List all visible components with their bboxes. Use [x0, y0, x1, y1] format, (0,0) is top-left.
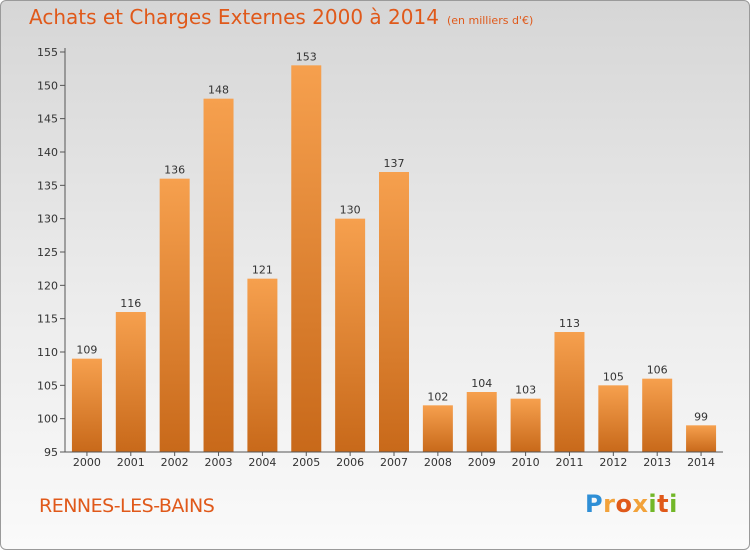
proxiti-logo[interactable]: Proxiti — [585, 490, 678, 518]
logo-letter: i — [648, 490, 658, 518]
bar-value-label: 106 — [647, 364, 668, 377]
bar-value-label: 99 — [694, 410, 708, 423]
bar-2000 — [71, 358, 102, 452]
x-tick-label: 2005 — [292, 456, 320, 469]
y-tick-label: 135 — [37, 179, 58, 192]
location-label: RENNES-LES-BAINS — [39, 495, 215, 517]
bar-2002 — [159, 178, 190, 452]
logo-letter: x — [632, 490, 649, 518]
x-tick-label: 2008 — [424, 456, 452, 469]
y-tick-label: 105 — [37, 379, 58, 392]
x-tick-label: 2000 — [73, 456, 101, 469]
bar-value-label: 136 — [164, 164, 185, 177]
bar-2010 — [510, 398, 541, 452]
unit-note: (en milliers d'€) — [446, 14, 534, 27]
y-tick-label: 110 — [37, 346, 58, 359]
bar-value-label: 103 — [515, 384, 536, 397]
y-tick-label: 120 — [37, 279, 58, 292]
x-tick-label: 2011 — [555, 456, 583, 469]
bar-2014 — [686, 425, 717, 452]
bar-value-label: 102 — [427, 390, 448, 403]
y-tick-label: 125 — [37, 246, 58, 259]
y-tick-label: 155 — [37, 46, 58, 59]
bar-value-label: 116 — [120, 297, 141, 310]
bar-value-label: 109 — [76, 344, 97, 357]
bar-value-label: 113 — [559, 317, 580, 330]
bar-value-label: 105 — [603, 370, 624, 383]
y-tick-label: 150 — [37, 79, 58, 92]
bar-2008 — [422, 405, 453, 452]
y-tick-label: 95 — [44, 446, 58, 459]
logo-letter: t — [657, 490, 670, 518]
bar-2003 — [203, 98, 234, 453]
x-tick-label: 2003 — [205, 456, 233, 469]
bar-2004 — [247, 278, 278, 452]
x-tick-label: 2012 — [599, 456, 627, 469]
bar-2012 — [598, 385, 629, 452]
y-tick-label: 145 — [37, 113, 58, 126]
bar-2011 — [554, 332, 585, 452]
bar-value-label: 104 — [471, 377, 492, 390]
logo-letter: o — [615, 490, 633, 518]
x-tick-label: 2006 — [336, 456, 364, 469]
bar-2009 — [466, 392, 497, 452]
x-tick-label: 2013 — [643, 456, 671, 469]
bar-value-label: 153 — [296, 50, 317, 63]
bar-2001 — [115, 312, 146, 452]
bar-value-label: 121 — [252, 264, 273, 277]
x-tick-label: 2014 — [687, 456, 715, 469]
title-row: Achats et Charges Externes 2000 à 2014 (e… — [29, 5, 533, 29]
x-tick-label: 2002 — [161, 456, 189, 469]
x-tick-label: 2001 — [117, 456, 145, 469]
y-tick-label: 115 — [37, 313, 58, 326]
y-tick-label: 140 — [37, 146, 58, 159]
y-tick-label: 130 — [37, 213, 58, 226]
logo-letter: i — [669, 490, 678, 518]
x-tick-label: 2010 — [512, 456, 540, 469]
logo-letter: r — [603, 490, 616, 518]
bar-2013 — [642, 378, 673, 452]
bar-value-label: 130 — [340, 204, 361, 217]
chart-title: Achats et Charges Externes 2000 à 2014 — [29, 5, 439, 29]
logo-letter: P — [585, 490, 604, 518]
x-tick-label: 2004 — [248, 456, 276, 469]
x-tick-label: 2009 — [468, 456, 496, 469]
bar-2005 — [291, 65, 322, 452]
bar-value-label: 137 — [384, 157, 405, 170]
y-tick-label: 100 — [37, 413, 58, 426]
bar-2007 — [379, 172, 409, 452]
bar-value-label: 148 — [208, 84, 229, 97]
x-tick-label: 2007 — [380, 456, 408, 469]
bar-2006 — [335, 218, 366, 452]
